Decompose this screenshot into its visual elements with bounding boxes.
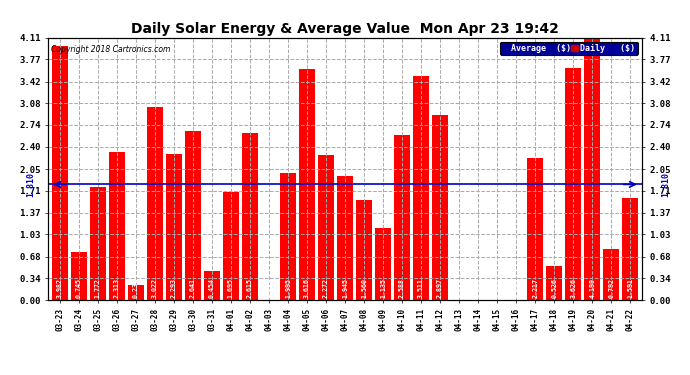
Text: 3.626: 3.626	[570, 278, 576, 298]
Text: 2.641: 2.641	[190, 278, 196, 298]
Bar	[318, 155, 334, 300]
Bar	[241, 133, 258, 300]
Bar	[565, 68, 581, 300]
Bar	[299, 69, 315, 300]
Bar	[147, 107, 163, 300]
Text: 1.945: 1.945	[342, 278, 348, 298]
Bar	[356, 200, 372, 300]
Text: 2.897: 2.897	[437, 278, 443, 298]
Text: 0.454: 0.454	[209, 278, 215, 298]
Text: 2.217: 2.217	[532, 278, 538, 298]
Text: 0.000: 0.000	[494, 278, 500, 298]
Title: Daily Solar Energy & Average Value  Mon Apr 23 19:42: Daily Solar Energy & Average Value Mon A…	[131, 22, 559, 36]
Text: 2.615: 2.615	[247, 278, 253, 298]
Text: 2.293: 2.293	[171, 278, 177, 298]
Bar	[603, 249, 620, 300]
Text: 0.000: 0.000	[266, 278, 272, 298]
Text: 0.792: 0.792	[609, 278, 614, 298]
Text: 2.313: 2.313	[114, 278, 120, 298]
Bar	[413, 76, 429, 300]
Text: 1.135: 1.135	[380, 278, 386, 298]
Text: 1.591: 1.591	[627, 278, 633, 298]
Text: 3.511: 3.511	[418, 278, 424, 298]
Text: 1.995: 1.995	[285, 278, 291, 298]
Bar	[185, 131, 201, 300]
Text: 1.695: 1.695	[228, 278, 234, 298]
Bar	[375, 228, 391, 300]
Text: 1.772: 1.772	[95, 278, 101, 298]
Text: 1.810: 1.810	[661, 172, 670, 197]
Text: 0.745: 0.745	[76, 278, 81, 298]
Text: 0.526: 0.526	[551, 278, 558, 298]
Legend: Average  ($), Daily   ($): Average ($), Daily ($)	[500, 42, 638, 55]
Text: 3.982: 3.982	[57, 278, 63, 298]
Text: 2.588: 2.588	[399, 278, 405, 298]
Bar	[394, 135, 410, 300]
Bar	[337, 176, 353, 300]
Bar	[223, 192, 239, 300]
Text: 1.560: 1.560	[361, 278, 367, 298]
Text: 0.238: 0.238	[132, 278, 139, 298]
Text: 4.199: 4.199	[589, 278, 595, 298]
Text: 2.272: 2.272	[323, 278, 329, 298]
Bar	[52, 46, 68, 300]
Text: 3.022: 3.022	[152, 278, 158, 298]
Text: 1.810: 1.810	[27, 172, 36, 197]
Bar	[70, 252, 87, 300]
Bar	[280, 172, 296, 300]
Text: 0.000: 0.000	[456, 278, 462, 298]
Bar	[546, 266, 562, 300]
Bar	[527, 158, 543, 300]
Bar	[584, 32, 600, 300]
Bar	[128, 285, 144, 300]
Text: 3.616: 3.616	[304, 278, 310, 298]
Bar	[432, 115, 448, 300]
Bar	[622, 198, 638, 300]
Bar	[109, 152, 125, 300]
Text: Copyright 2018 Cartronics.com: Copyright 2018 Cartronics.com	[51, 45, 170, 54]
Text: 0.000: 0.000	[475, 278, 481, 298]
Bar	[166, 153, 182, 300]
Bar	[90, 187, 106, 300]
Bar	[204, 271, 220, 300]
Text: 0.000: 0.000	[513, 278, 519, 298]
